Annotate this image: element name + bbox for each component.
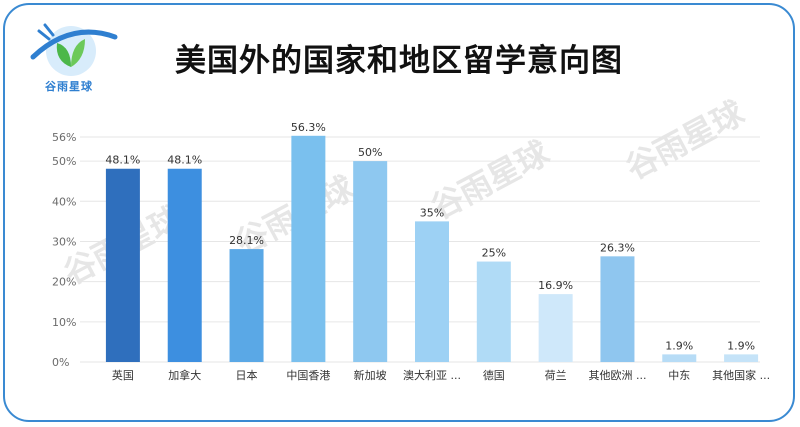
data-label: 1.9% [665, 339, 693, 352]
data-label: 48.1% [105, 154, 140, 167]
x-tick-label: 其他国家 ... [712, 368, 770, 382]
y-tick-label: 20% [52, 276, 76, 289]
x-tick-label: 加拿大 [168, 368, 201, 382]
bar-11 [724, 354, 759, 362]
bar-6 [415, 221, 449, 362]
x-tick-label: 英国 [112, 368, 134, 382]
x-tick-label: 日本 [236, 368, 258, 382]
bar-5 [353, 161, 388, 362]
x-tick-label: 其他欧洲 ... [588, 369, 646, 382]
y-tick-label: 10% [52, 316, 76, 329]
data-label: 28.1% [229, 234, 264, 247]
bar-7 [476, 261, 511, 362]
bar-1 [105, 168, 140, 362]
y-tick-label: 40% [52, 195, 76, 208]
data-label: 35% [420, 206, 444, 219]
bar-4 [291, 135, 326, 362]
y-tick-label: 50% [52, 155, 76, 168]
watermark: 谷雨星球 [619, 93, 751, 187]
x-tick-label: 新加坡 [354, 368, 387, 382]
x-tick-label: 荷兰 [545, 369, 567, 382]
data-label: 25% [482, 247, 506, 260]
data-label: 50% [358, 146, 382, 159]
x-tick-label: 中国香港 [286, 369, 330, 382]
brand-name: 谷雨星球 [45, 80, 93, 93]
data-label: 1.9% [727, 339, 755, 352]
y-tick-label: 0% [52, 356, 69, 369]
bar-2 [167, 168, 202, 362]
y-tick-label: 30% [52, 235, 76, 248]
x-tick-label: 德国 [483, 368, 505, 382]
x-tick-label: 中东 [668, 369, 690, 382]
bar-10 [662, 354, 697, 362]
bar-9 [600, 256, 635, 362]
bar-8 [538, 294, 573, 362]
y-tick-label: 56% [52, 131, 76, 144]
bar-3 [229, 249, 264, 362]
data-label: 16.9% [538, 279, 573, 292]
chart-title: 美国外的国家和地区留学意向图 [175, 43, 623, 79]
data-label: 56.3% [291, 121, 326, 134]
logo-icon [30, 23, 118, 76]
x-tick-label: 澳大利亚 ... [403, 368, 461, 382]
data-label: 48.1% [167, 154, 202, 167]
data-label: 26.3% [600, 241, 635, 254]
